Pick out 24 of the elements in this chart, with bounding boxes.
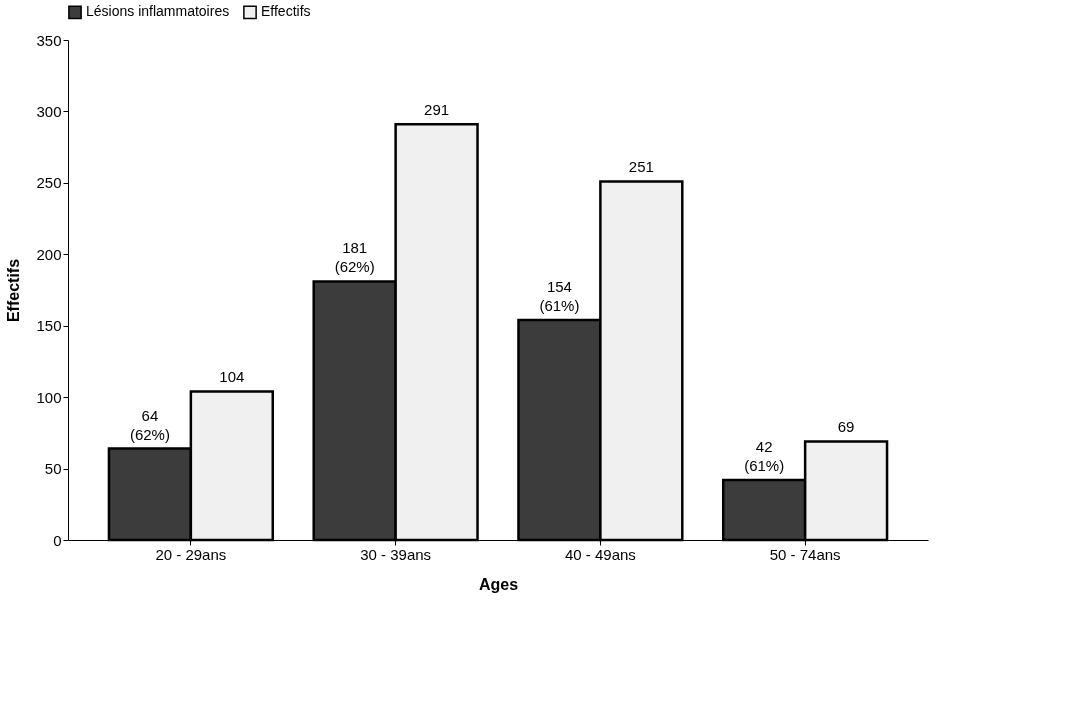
y-tick-label: 0 — [53, 531, 62, 549]
x-tick-label: 40 - 49ans — [564, 545, 636, 563]
legend-label: Effectifs — [261, 3, 311, 20]
y-tick-label: 350 — [36, 31, 62, 49]
text: 154 (61%) — [539, 278, 580, 314]
text: 42 (61%) — [744, 438, 785, 474]
y-tick-label: 150 — [36, 317, 62, 335]
y-tick-label: 50 — [44, 460, 62, 478]
data-label: 104 — [219, 368, 245, 386]
y-tick-label: 200 — [36, 245, 62, 263]
y-tick-label: 100 — [36, 388, 62, 406]
x-axis-title: Ages — [478, 575, 519, 593]
text: 64 (62%) — [129, 406, 170, 443]
legend-label: Lésions inflammatoires — [86, 3, 230, 20]
data-label: 291 — [424, 101, 450, 119]
data-label: 251 — [628, 158, 654, 176]
data-label: 69 — [837, 418, 855, 436]
x-tick-label: 20 - 29ans — [155, 545, 227, 563]
text: 181 (62%) — [334, 239, 375, 276]
x-tick-label: 30 - 39ans — [360, 545, 432, 563]
y-tick-label: 250 — [36, 174, 62, 192]
y-axis-title: Effectifs — [5, 258, 23, 323]
y-tick-label: 300 — [36, 102, 62, 120]
x-tick-label: 50 - 74ans — [769, 545, 841, 563]
